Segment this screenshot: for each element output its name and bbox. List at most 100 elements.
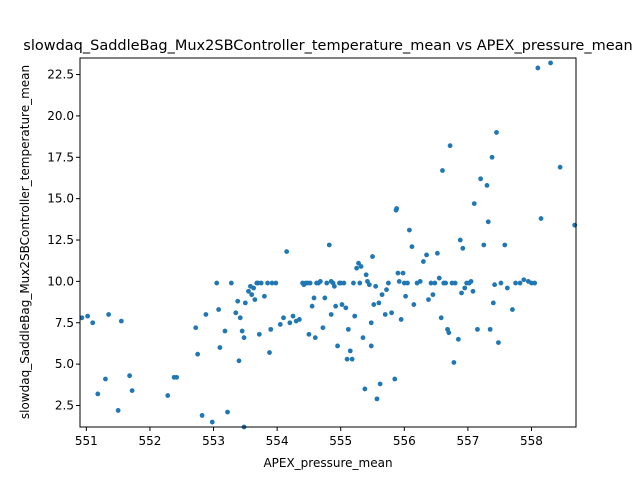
- data-point: [320, 325, 326, 331]
- data-point: [290, 313, 296, 319]
- data-point: [214, 280, 220, 286]
- data-point: [548, 60, 553, 66]
- data-point: [513, 280, 518, 286]
- data-point: [389, 310, 394, 316]
- data-point: [90, 320, 96, 326]
- data-point: [498, 280, 504, 286]
- data-point: [521, 277, 527, 283]
- data-point: [268, 326, 274, 332]
- data-point: [296, 317, 302, 322]
- data-point: [306, 331, 312, 337]
- data-point: [398, 317, 404, 322]
- data-point: [351, 280, 356, 286]
- data-point: [174, 374, 180, 380]
- data-point: [331, 283, 337, 289]
- data-point: [395, 270, 401, 276]
- data-point: [525, 278, 531, 284]
- data-point: [287, 320, 293, 326]
- data-point: [165, 393, 171, 398]
- data-point: [436, 275, 442, 281]
- data-point: [400, 270, 406, 276]
- data-point: [362, 386, 368, 392]
- data-point: [343, 305, 349, 311]
- data-point: [460, 245, 466, 251]
- data-point: [538, 216, 544, 221]
- data-point: [452, 280, 458, 286]
- x-tick-label: 558: [520, 434, 543, 448]
- data-point: [251, 285, 256, 291]
- data-point: [484, 183, 490, 188]
- data-point: [193, 325, 199, 331]
- data-point: [432, 280, 438, 286]
- data-point: [405, 280, 410, 286]
- data-point: [249, 292, 255, 298]
- data-point: [510, 307, 515, 312]
- data-point: [106, 312, 112, 317]
- x-tick-label: 554: [266, 434, 289, 448]
- data-point: [470, 288, 476, 294]
- x-tick-label: 551: [75, 434, 98, 448]
- data-point: [447, 143, 453, 149]
- data-point: [252, 297, 258, 302]
- y-tick-label: 17.5: [47, 150, 74, 164]
- data-point: [457, 237, 463, 243]
- data-point: [374, 396, 380, 402]
- data-point: [339, 302, 345, 307]
- data-point: [354, 265, 360, 271]
- data-point: [485, 219, 491, 225]
- data-points: [79, 60, 578, 430]
- data-point: [440, 168, 445, 173]
- data-point: [451, 360, 457, 365]
- data-point: [489, 154, 495, 160]
- data-point: [384, 287, 389, 293]
- data-point: [269, 280, 275, 286]
- data-point: [127, 373, 132, 379]
- data-point: [79, 315, 85, 321]
- data-point: [209, 419, 215, 425]
- data-point: [487, 326, 493, 332]
- data-point: [311, 295, 317, 301]
- data-point: [246, 288, 251, 294]
- data-point: [258, 280, 264, 286]
- data-point: [446, 330, 452, 336]
- data-point: [396, 278, 402, 284]
- data-point: [409, 244, 415, 250]
- x-axis-ticks: 551 552 553 554 555 556 557 558: [75, 427, 543, 448]
- data-point: [235, 298, 241, 304]
- data-point: [403, 293, 408, 299]
- x-tick-label: 552: [138, 434, 161, 448]
- data-point: [129, 388, 135, 393]
- data-point: [352, 313, 358, 319]
- y-axis-ticks: 2.5 5.0 7.5 10.0 12.5 15.0 17.5 20.0 22.5: [47, 68, 80, 412]
- data-point: [236, 358, 242, 364]
- data-point: [377, 381, 383, 387]
- data-point: [420, 259, 426, 264]
- y-tick-label: 2.5: [55, 398, 74, 412]
- data-point: [406, 227, 412, 233]
- data-point: [481, 242, 487, 248]
- x-axis-label: APEX_pressure_mean: [263, 456, 392, 470]
- data-point: [326, 242, 332, 248]
- data-point: [471, 201, 477, 207]
- data-point: [557, 164, 563, 170]
- data-point: [347, 348, 353, 354]
- data-point: [228, 280, 234, 286]
- data-point: [357, 280, 363, 286]
- y-axis-label: slowdaq_SaddleBag_Mux2SBController_tempe…: [18, 65, 32, 419]
- data-point: [371, 302, 377, 307]
- data-point: [504, 285, 510, 291]
- y-tick-label: 15.0: [47, 192, 74, 206]
- data-point: [386, 280, 391, 286]
- data-point: [373, 283, 379, 289]
- data-point: [394, 206, 400, 211]
- data-point: [322, 295, 328, 301]
- plot-frame: [79, 57, 577, 428]
- data-point: [85, 313, 91, 319]
- data-point: [222, 328, 228, 334]
- data-point: [360, 335, 366, 341]
- data-point: [216, 307, 222, 312]
- data-point: [118, 318, 124, 324]
- data-point: [392, 376, 398, 382]
- data-point: [496, 340, 501, 346]
- data-point: [430, 292, 436, 298]
